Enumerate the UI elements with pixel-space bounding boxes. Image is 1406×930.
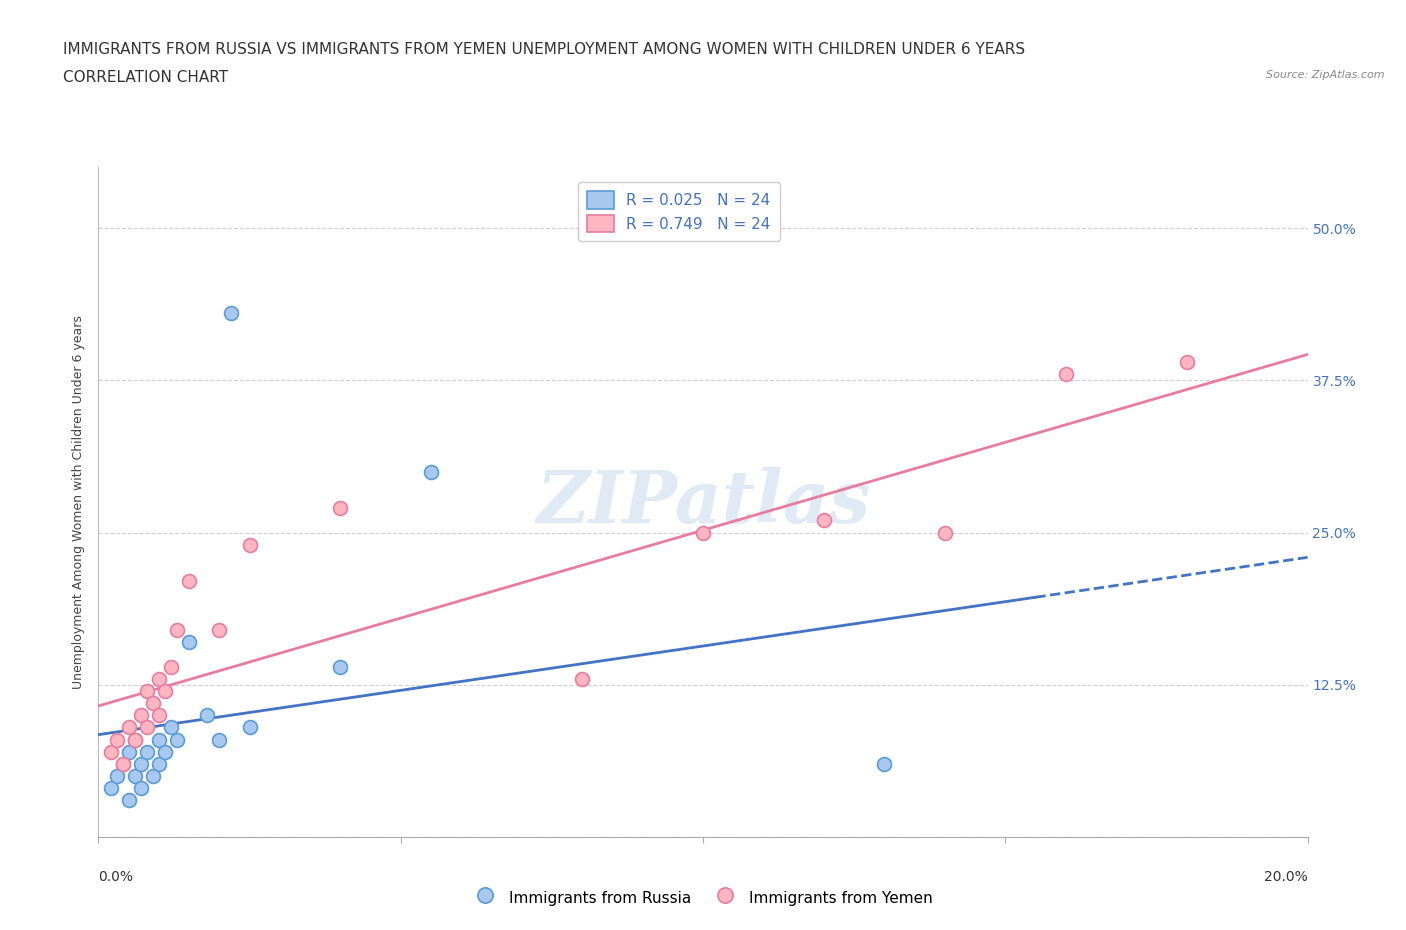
- Point: [105, 732, 128, 747]
- Point: [571, 671, 593, 686]
- Point: [142, 696, 165, 711]
- Point: [221, 306, 243, 321]
- Point: [166, 732, 188, 747]
- Point: [129, 756, 152, 771]
- Y-axis label: Unemployment Among Women with Children Under 6 years: Unemployment Among Women with Children U…: [72, 315, 86, 689]
- Legend: R = 0.025   N = 24, R = 0.749   N = 24: R = 0.025 N = 24, R = 0.749 N = 24: [578, 181, 780, 242]
- Point: [148, 756, 170, 771]
- Point: [160, 659, 183, 674]
- Point: [135, 744, 157, 759]
- Point: [239, 538, 262, 552]
- Point: [813, 513, 835, 528]
- Point: [100, 744, 122, 759]
- Text: 0.0%: 0.0%: [98, 870, 134, 884]
- Point: [692, 525, 714, 540]
- Point: [148, 708, 170, 723]
- Point: [873, 756, 896, 771]
- Point: [934, 525, 956, 540]
- Point: [118, 720, 141, 735]
- Point: [208, 622, 231, 637]
- Point: [1175, 354, 1198, 369]
- Point: [118, 744, 141, 759]
- Point: [111, 756, 134, 771]
- Point: [153, 684, 176, 698]
- Legend: Immigrants from Russia, Immigrants from Yemen: Immigrants from Russia, Immigrants from …: [467, 883, 939, 913]
- Text: ZIPatlas: ZIPatlas: [536, 467, 870, 538]
- Point: [166, 622, 188, 637]
- Text: CORRELATION CHART: CORRELATION CHART: [63, 70, 228, 85]
- Point: [129, 781, 152, 796]
- Text: 20.0%: 20.0%: [1264, 870, 1308, 884]
- Point: [142, 769, 165, 784]
- Point: [148, 671, 170, 686]
- Point: [118, 793, 141, 808]
- Point: [129, 708, 152, 723]
- Point: [329, 659, 352, 674]
- Point: [105, 769, 128, 784]
- Point: [420, 464, 443, 479]
- Point: [239, 720, 262, 735]
- Point: [179, 635, 201, 650]
- Point: [208, 732, 231, 747]
- Point: [329, 501, 352, 516]
- Point: [135, 684, 157, 698]
- Point: [179, 574, 201, 589]
- Point: [124, 732, 146, 747]
- Point: [195, 708, 218, 723]
- Point: [153, 744, 176, 759]
- Point: [1054, 367, 1077, 382]
- Text: Source: ZipAtlas.com: Source: ZipAtlas.com: [1267, 70, 1385, 80]
- Point: [135, 720, 157, 735]
- Point: [111, 756, 134, 771]
- Point: [148, 732, 170, 747]
- Point: [124, 732, 146, 747]
- Text: IMMIGRANTS FROM RUSSIA VS IMMIGRANTS FROM YEMEN UNEMPLOYMENT AMONG WOMEN WITH CH: IMMIGRANTS FROM RUSSIA VS IMMIGRANTS FRO…: [63, 42, 1025, 57]
- Point: [124, 769, 146, 784]
- Point: [160, 720, 183, 735]
- Point: [100, 781, 122, 796]
